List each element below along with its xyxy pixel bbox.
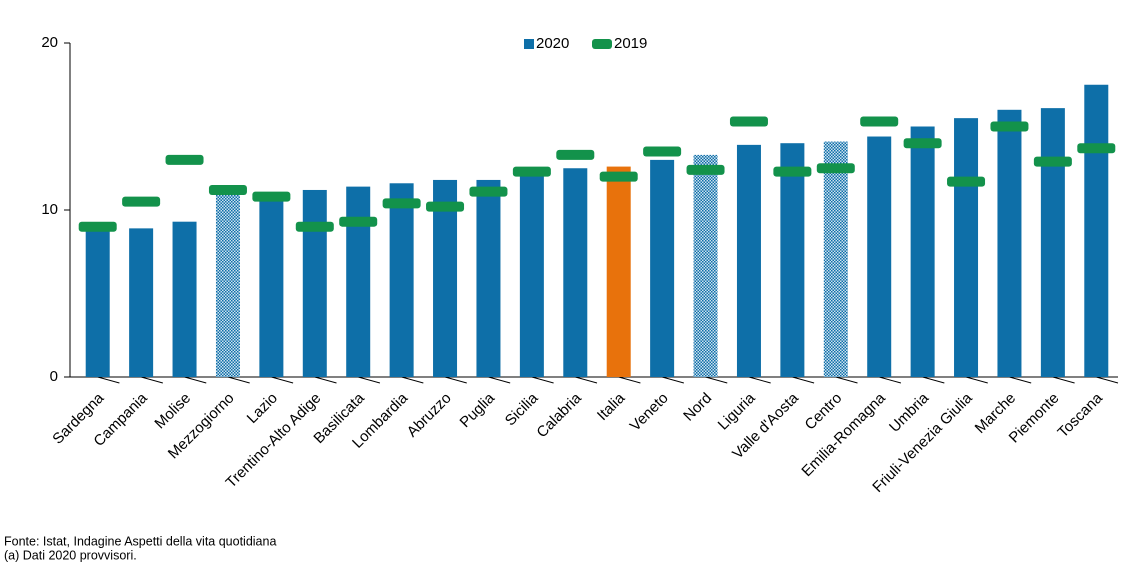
marker xyxy=(295,221,334,232)
footnote: (a) Dati 2020 provvisori. xyxy=(4,548,137,562)
bar xyxy=(780,143,805,377)
x-tick xyxy=(401,376,424,384)
bar xyxy=(693,154,718,377)
bar xyxy=(129,228,154,377)
marker xyxy=(339,216,378,227)
x-tick xyxy=(748,376,771,384)
bar xyxy=(259,196,284,377)
bar xyxy=(910,126,935,377)
x-tick xyxy=(661,376,684,384)
legend-swatch xyxy=(524,39,534,49)
bar xyxy=(606,166,631,377)
bar xyxy=(389,183,414,377)
marker xyxy=(816,163,855,174)
marker xyxy=(860,116,899,127)
y-tick-label: 20 xyxy=(41,34,58,51)
marker xyxy=(512,166,551,177)
x-tick xyxy=(444,376,467,384)
marker xyxy=(773,166,812,177)
bar xyxy=(997,109,1022,378)
x-tick xyxy=(835,376,858,384)
marker xyxy=(382,198,421,209)
bar xyxy=(85,226,110,377)
marker xyxy=(947,176,986,187)
marker xyxy=(729,116,768,127)
bar xyxy=(302,189,327,377)
y-tick-label: 0 xyxy=(50,368,58,385)
marker xyxy=(643,146,682,157)
marker xyxy=(990,121,1029,132)
x-tick xyxy=(1096,376,1119,384)
x-tick xyxy=(97,376,120,384)
x-tick xyxy=(1009,376,1032,384)
x-tick xyxy=(227,376,250,384)
x-tick xyxy=(358,376,381,384)
bar xyxy=(563,168,588,377)
bar xyxy=(346,186,371,377)
bar xyxy=(519,171,544,377)
marker xyxy=(1033,156,1072,167)
x-tick xyxy=(922,376,945,384)
x-tick xyxy=(965,376,988,384)
x-tick xyxy=(705,376,728,384)
x-tick xyxy=(271,376,294,384)
x-tick xyxy=(1052,376,1075,384)
bar xyxy=(215,189,240,377)
marker xyxy=(78,221,117,232)
legend-label: 2020 xyxy=(536,35,569,52)
x-tick xyxy=(314,376,337,384)
marker xyxy=(208,184,247,195)
x-tick xyxy=(575,376,598,384)
x-tick xyxy=(618,376,641,384)
bar xyxy=(954,118,979,378)
source-note: Fonte: Istat, Indagine Aspetti della vit… xyxy=(4,534,276,548)
x-tick xyxy=(488,376,511,384)
marker xyxy=(252,191,291,202)
marker xyxy=(469,186,508,197)
y-tick-label: 10 xyxy=(41,201,58,218)
marker xyxy=(122,196,161,207)
bar xyxy=(476,179,501,377)
marker xyxy=(903,138,942,149)
bar xyxy=(1040,108,1065,377)
marker xyxy=(686,164,725,175)
bar xyxy=(1084,84,1109,377)
bar xyxy=(823,141,848,377)
bar xyxy=(736,144,761,377)
bar xyxy=(650,159,675,377)
x-tick xyxy=(879,376,902,384)
marker xyxy=(165,154,204,165)
marker xyxy=(599,171,638,182)
legend-swatch xyxy=(592,39,612,49)
legend-label: 2019 xyxy=(614,35,647,52)
x-tick xyxy=(140,376,163,384)
x-tick xyxy=(184,376,207,384)
marker xyxy=(556,149,595,160)
bar xyxy=(867,136,892,377)
x-tick xyxy=(531,376,554,384)
marker xyxy=(1077,143,1116,154)
marker xyxy=(426,201,465,212)
x-tick xyxy=(792,376,815,384)
bar xyxy=(172,221,197,377)
bar xyxy=(433,179,458,377)
